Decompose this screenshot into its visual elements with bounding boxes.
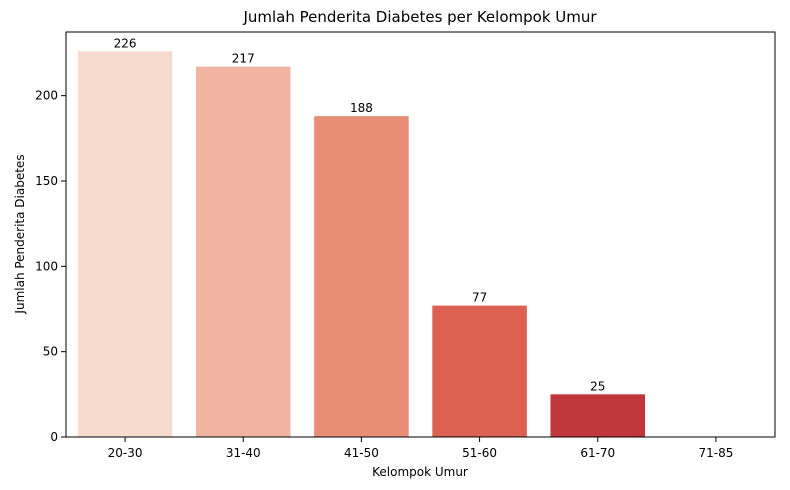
- y-axis-label: Jumlah Penderita Diabetes: [13, 154, 27, 314]
- x-tick-label: 31-40: [226, 446, 261, 460]
- y-tick-label: 150: [35, 174, 58, 188]
- chart-title: Jumlah Penderita Diabetes per Kelompok U…: [242, 8, 597, 26]
- x-axis: 20-30 31-40 41-50 51-60 61-70 71-85: [108, 437, 733, 460]
- y-tick-label: 200: [35, 89, 58, 103]
- x-tick-label: 51-60: [462, 446, 497, 460]
- bar-31-40: [195, 66, 291, 437]
- x-tick-label: 71-85: [698, 446, 733, 460]
- bar-20-30: [77, 51, 173, 438]
- data-label: 77: [472, 291, 487, 305]
- data-label: 25: [590, 379, 605, 393]
- x-tick-label: 41-50: [344, 446, 379, 460]
- data-label: 217: [232, 52, 255, 66]
- data-label: 226: [114, 36, 137, 50]
- x-tick-label: 20-30: [108, 446, 143, 460]
- x-axis-label: Kelompok Umur: [372, 465, 468, 479]
- y-axis: 0 50 100 150 200: [35, 89, 66, 444]
- bar-51-60: [432, 305, 527, 437]
- bars: [77, 51, 646, 438]
- y-tick-label: 50: [43, 345, 58, 359]
- plot-frame: [65, 31, 776, 438]
- data-labels: 226 217 188 77 25: [114, 36, 606, 393]
- x-tick-label: 61-70: [580, 446, 615, 460]
- bar-61-70: [550, 394, 646, 437]
- y-tick-label: 100: [35, 259, 58, 273]
- y-tick-label: 0: [50, 430, 58, 444]
- bar-41-50: [314, 116, 409, 438]
- data-label: 188: [350, 101, 373, 115]
